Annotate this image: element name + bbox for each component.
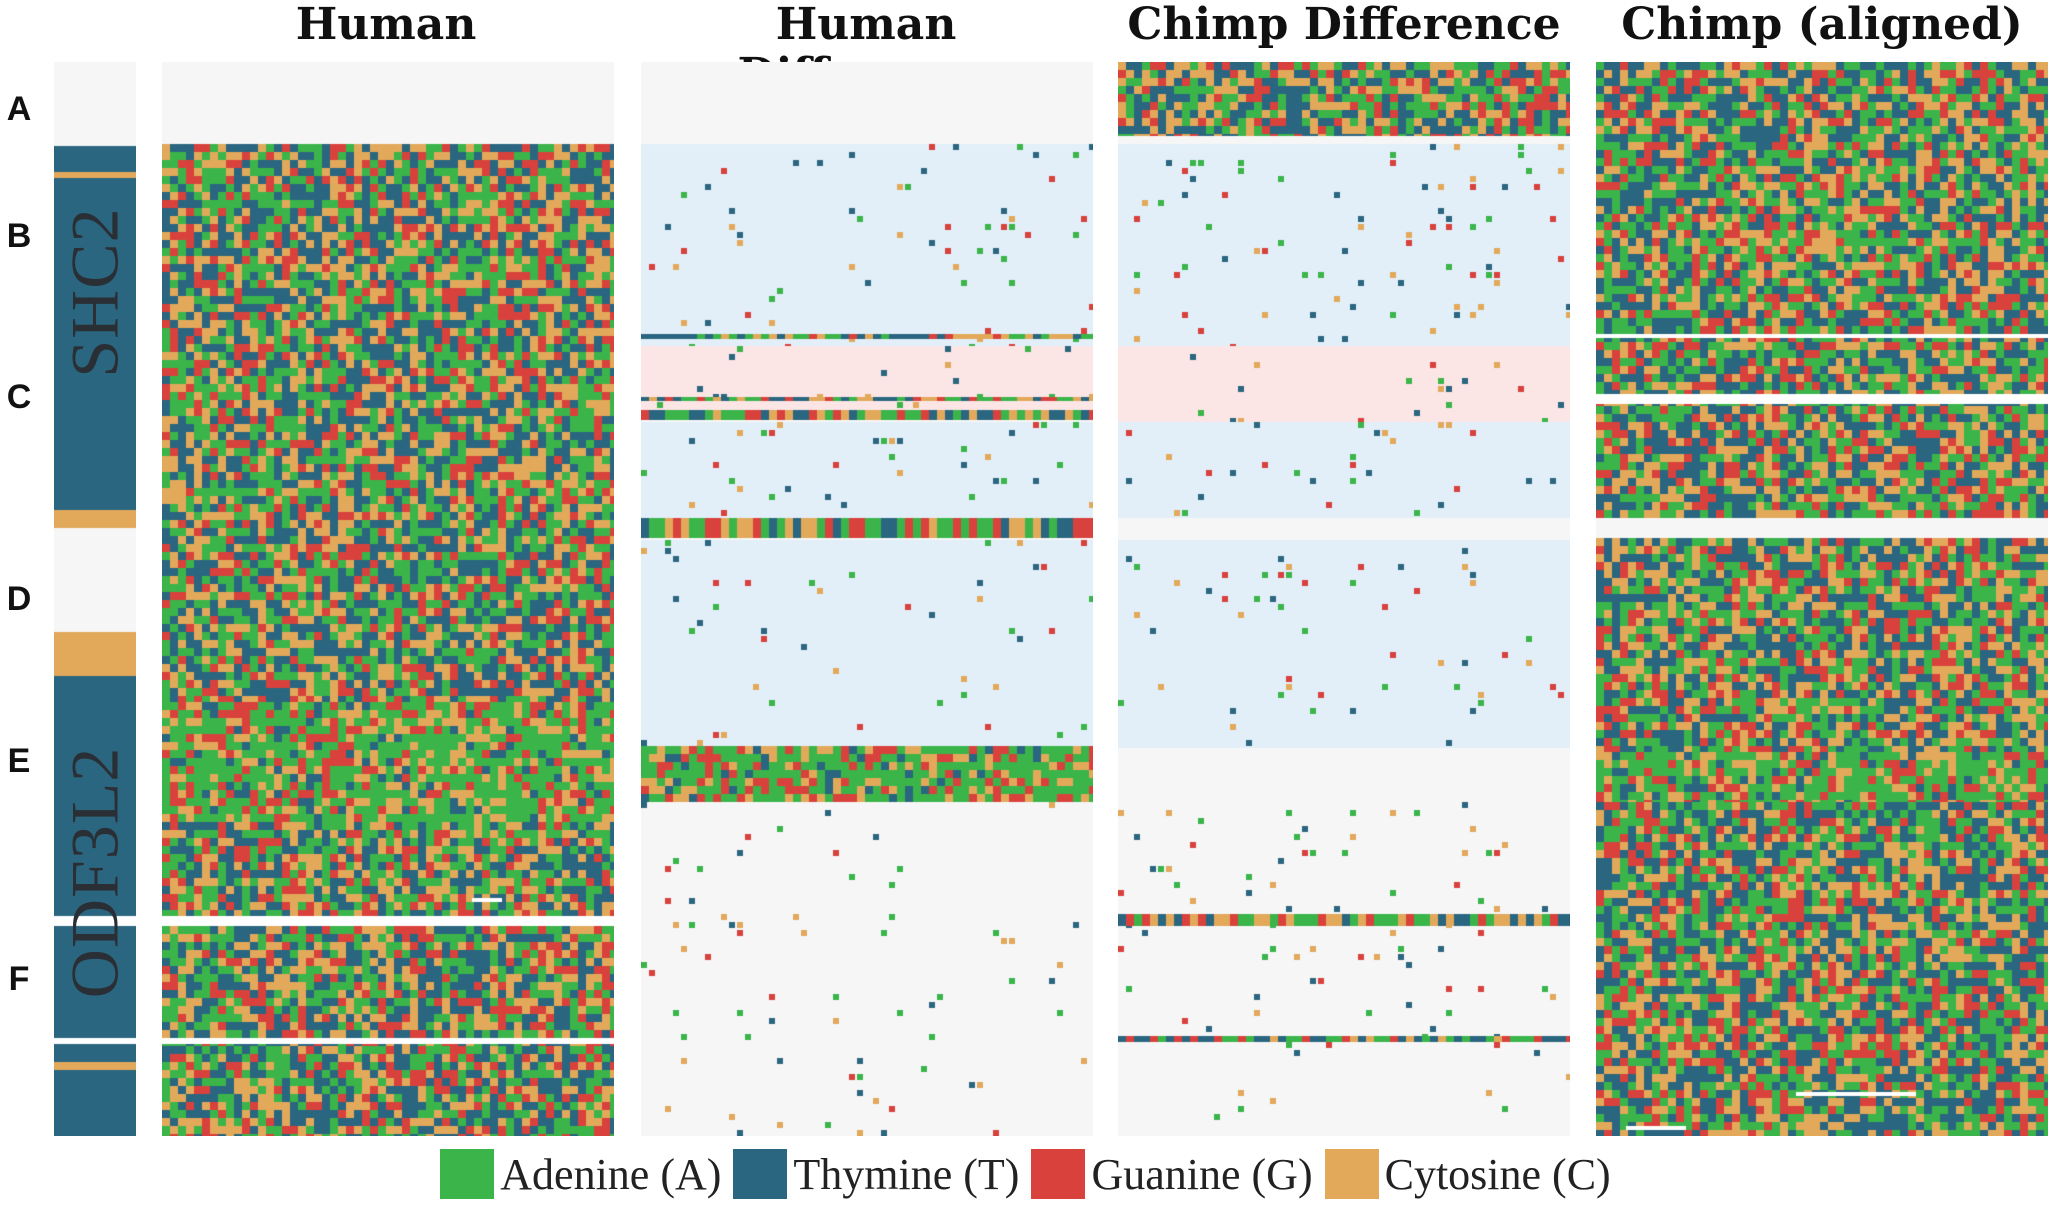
legend-swatch-cytosine — [1324, 1149, 1379, 1199]
chimp-aligned-sequence-grid — [1596, 62, 2048, 1136]
human-difference-panel-title: Human Difference — [738, 0, 995, 100]
legend-label-thymine: Thymine (T) — [793, 1149, 1020, 1199]
row-label-d: D — [6, 580, 32, 618]
legend-item-adenine: Adenine (A) — [440, 1149, 721, 1200]
row-label-f: F — [8, 960, 30, 998]
human-difference-panel — [641, 62, 1093, 1136]
legend-label-guanine: Guanine (G) — [1091, 1149, 1313, 1199]
human-sequence-grid — [162, 62, 614, 1136]
legend-swatch-thymine — [733, 1149, 788, 1199]
chimp-difference-grid — [1118, 62, 1570, 1136]
chimp-aligned-panel-title: Chimp (aligned) — [1621, 0, 2023, 50]
legend-item-thymine: Thymine (T) — [733, 1149, 1019, 1200]
row-label-c: C — [6, 378, 32, 416]
row-label-b: B — [6, 217, 32, 255]
human-panel-title: Human — [295, 0, 477, 50]
legend-item-cytosine: Cytosine (C) — [1324, 1149, 1611, 1200]
human-panel — [162, 62, 614, 1136]
gene-annotation-track: SHC2 ODF3L2 — [54, 62, 136, 1136]
chimp-difference-panel-title: Chimp Difference — [1127, 0, 1561, 50]
human-difference-grid — [641, 62, 1093, 1136]
gene-track-canvas — [54, 62, 136, 1136]
nucleotide-legend: Adenine (A) Thymine (T) Guanine (G) Cyto… — [0, 1146, 2051, 1202]
chimp-difference-panel — [1118, 62, 1570, 1136]
row-label-e: E — [7, 742, 31, 780]
legend-swatch-adenine — [440, 1149, 495, 1199]
chimp-aligned-panel — [1596, 62, 2048, 1136]
row-label-a: A — [6, 90, 32, 128]
legend-item-guanine: Guanine (G) — [1031, 1149, 1313, 1200]
legend-label-cytosine: Cytosine (C) — [1384, 1149, 1611, 1199]
legend-label-adenine: Adenine (A) — [500, 1149, 722, 1199]
legend-swatch-guanine — [1031, 1149, 1086, 1199]
